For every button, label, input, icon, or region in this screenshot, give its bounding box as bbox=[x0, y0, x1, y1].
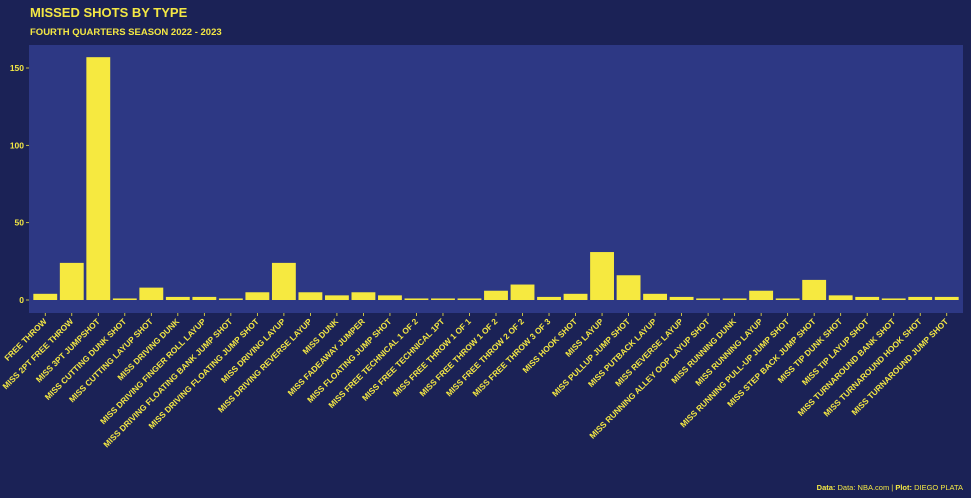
bar bbox=[616, 275, 641, 300]
bar bbox=[192, 296, 217, 300]
bar bbox=[165, 296, 190, 300]
caption-data-label: Data: bbox=[817, 483, 836, 492]
bar bbox=[404, 298, 429, 300]
bar bbox=[112, 298, 137, 300]
bar bbox=[139, 287, 164, 300]
bar bbox=[457, 298, 482, 300]
bar bbox=[484, 290, 508, 300]
bar bbox=[59, 262, 84, 300]
bar bbox=[563, 293, 588, 300]
chart-subtitle: FOURTH QUARTERS SEASON 2022 - 2023 bbox=[30, 27, 222, 38]
bar bbox=[431, 298, 455, 300]
y-tick-label: 100 bbox=[10, 140, 24, 150]
bar bbox=[537, 296, 561, 300]
bar bbox=[643, 293, 668, 300]
bar bbox=[298, 292, 323, 300]
bar bbox=[86, 57, 111, 300]
chart-title: MISSED SHOTS BY TYPE bbox=[30, 5, 188, 20]
bar bbox=[271, 262, 296, 300]
y-tick-label: 0 bbox=[19, 295, 24, 305]
bar bbox=[802, 279, 827, 300]
bar bbox=[855, 296, 880, 300]
bar bbox=[33, 293, 58, 300]
caption-separator: | bbox=[889, 483, 895, 492]
caption-plot-label: Plot: bbox=[895, 483, 912, 492]
plot-panel bbox=[29, 45, 963, 313]
bar bbox=[669, 296, 694, 300]
bar bbox=[696, 298, 721, 300]
bar bbox=[934, 296, 959, 300]
bar bbox=[775, 298, 800, 300]
bar bbox=[828, 295, 853, 300]
bar bbox=[324, 295, 349, 300]
caption-data-value: Data: NBA.com bbox=[838, 483, 890, 492]
bar bbox=[590, 252, 614, 300]
bar bbox=[510, 284, 535, 300]
y-axis: 0 50 100 150 bbox=[10, 63, 29, 305]
bar bbox=[218, 298, 243, 300]
bar bbox=[908, 296, 933, 300]
y-tick-label: 150 bbox=[10, 63, 24, 73]
bar bbox=[351, 292, 376, 300]
bar bbox=[749, 290, 774, 300]
bar bbox=[378, 295, 402, 300]
caption: Data: Data: NBA.com | Plot: DIEGO PLATA bbox=[817, 483, 963, 492]
y-tick-label: 50 bbox=[15, 218, 25, 228]
bar bbox=[245, 292, 270, 300]
bar bbox=[881, 298, 906, 300]
bars bbox=[33, 57, 959, 300]
bar bbox=[722, 298, 747, 300]
caption-plot-value: DIEGO PLATA bbox=[914, 483, 963, 492]
